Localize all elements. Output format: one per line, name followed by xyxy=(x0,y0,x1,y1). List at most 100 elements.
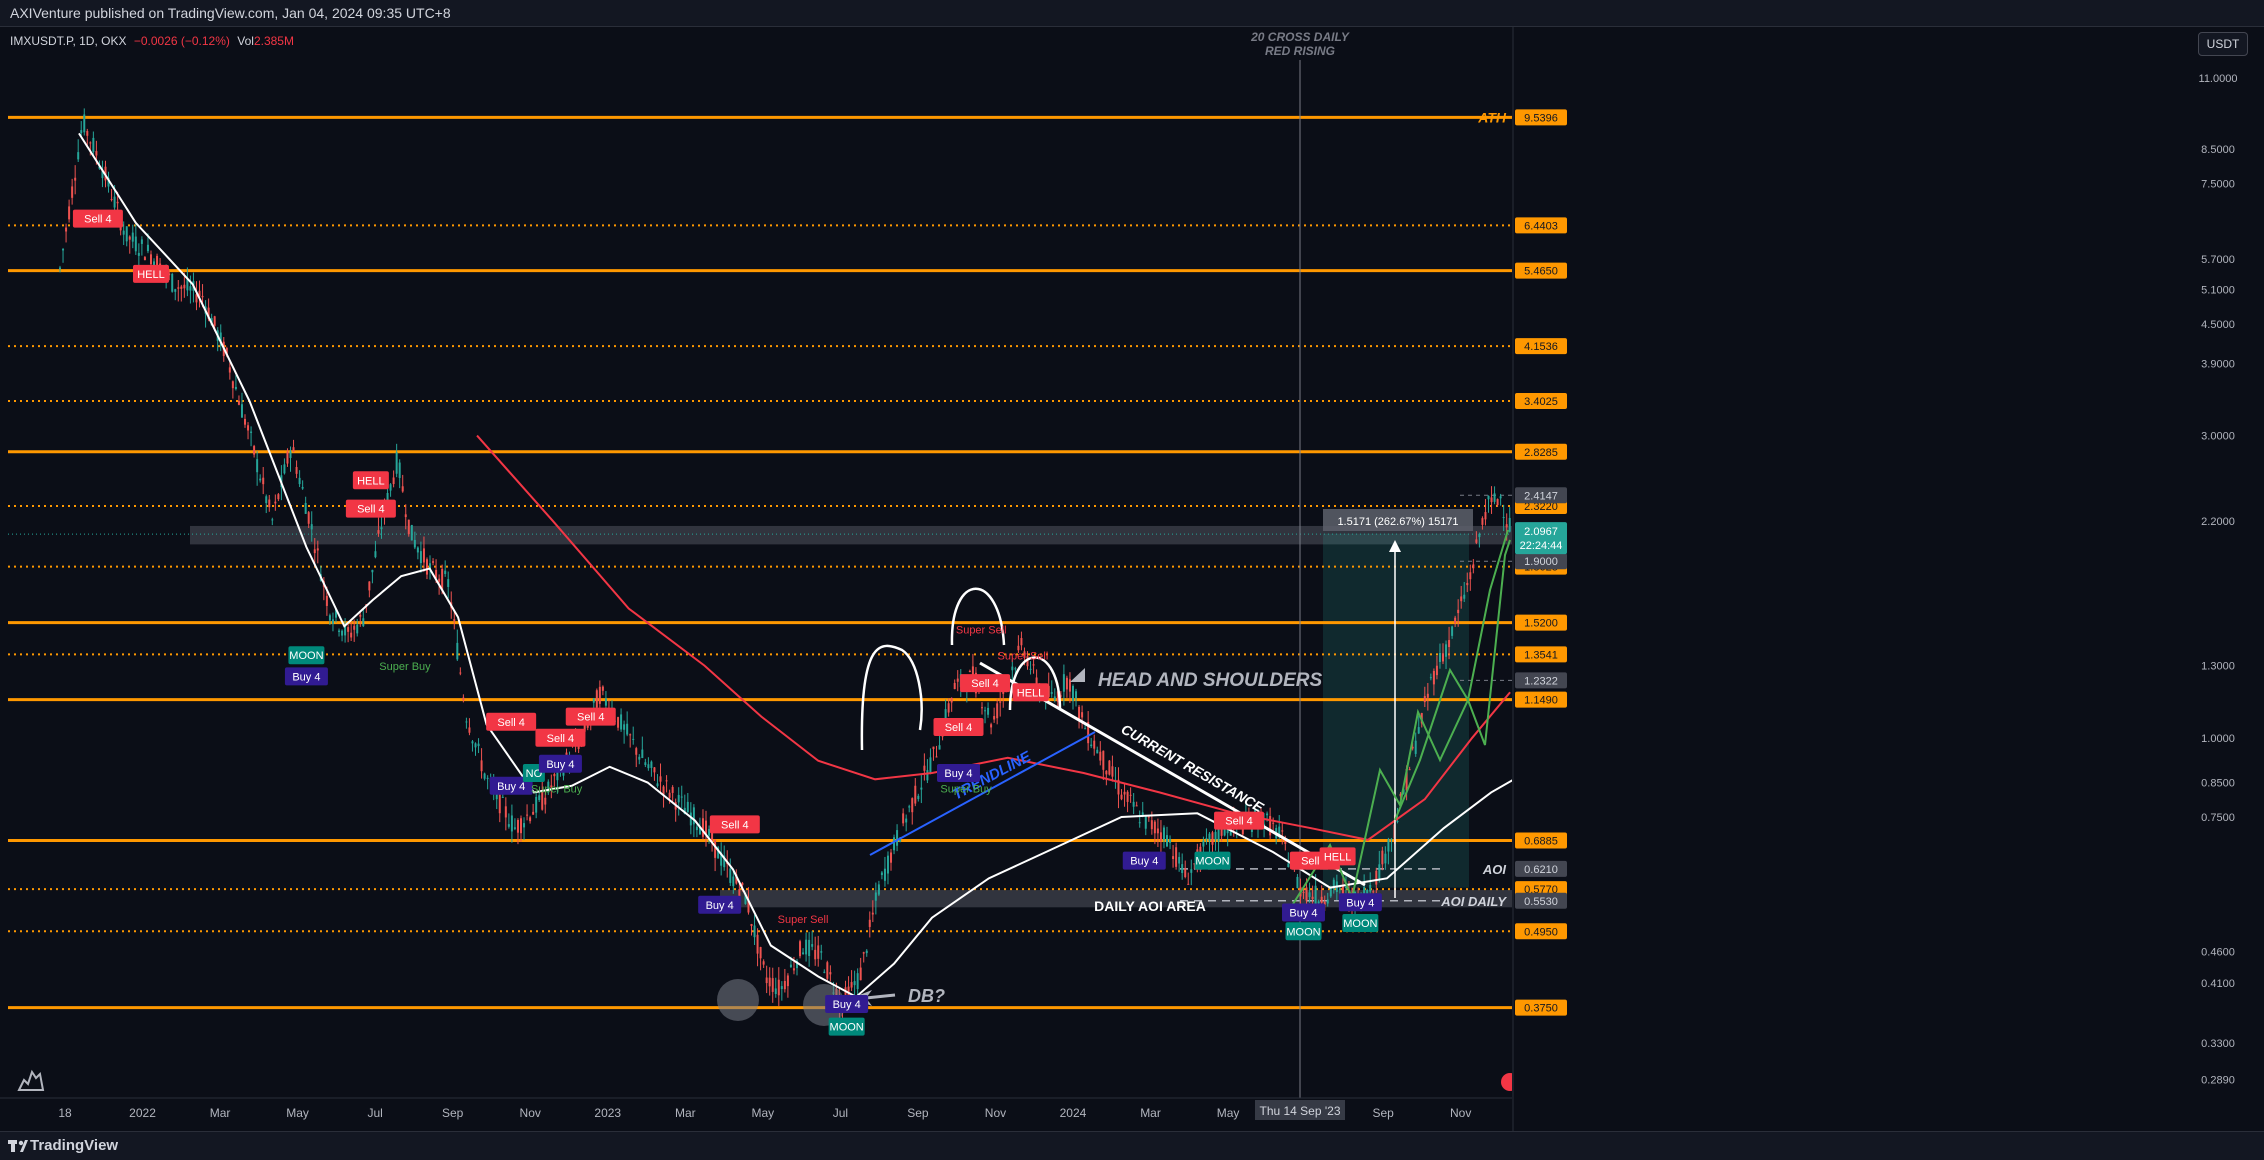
candle-body xyxy=(1493,493,1496,502)
candle-body xyxy=(1381,850,1384,865)
price-tick-label: 0.3300 xyxy=(2201,1038,2235,1050)
level-price-tag: 3.4025 xyxy=(1524,396,1558,408)
level-note: ATH xyxy=(1477,109,1507,125)
candle-body xyxy=(829,972,832,975)
time-tick-label: May xyxy=(752,1106,775,1120)
candle-body xyxy=(95,151,98,156)
signal-label: Sell 4 xyxy=(721,819,749,831)
volume-value: 2.385M xyxy=(253,34,294,48)
price-tick-label: 2.2000 xyxy=(2201,516,2235,528)
candle-body xyxy=(1451,626,1454,636)
gray-price-tag: 0.5530 xyxy=(1524,896,1558,908)
candle-body xyxy=(1241,828,1244,835)
candle-body xyxy=(74,177,77,181)
currency-label: USDT xyxy=(2206,37,2240,51)
candle-body xyxy=(149,254,152,265)
candle-body xyxy=(1026,656,1029,667)
candle-body xyxy=(1481,518,1484,525)
signal-badge xyxy=(1338,893,1382,912)
candle-body xyxy=(1341,884,1344,894)
candle-body xyxy=(823,971,826,973)
candle-body xyxy=(1344,887,1347,889)
candle-body xyxy=(932,746,935,750)
signal-badge xyxy=(284,667,328,686)
projection-path-left xyxy=(1282,539,1511,921)
candle-body xyxy=(1284,838,1287,844)
candle-body xyxy=(1056,691,1059,702)
price-tick-label: 7.5000 xyxy=(2201,179,2235,191)
candle-body xyxy=(389,484,392,491)
candle-body xyxy=(292,447,295,452)
symbol-info: IMXUSDT.P, 1D, OKX xyxy=(10,34,127,48)
candle-body xyxy=(595,690,598,708)
candle-body xyxy=(98,166,101,169)
candle-body xyxy=(993,716,996,720)
currency-button[interactable]: USDT xyxy=(2198,32,2248,56)
candle-body xyxy=(277,494,280,500)
candle-body xyxy=(274,501,277,504)
signal-label: Buy 4 xyxy=(706,900,734,912)
candle-body xyxy=(471,741,474,744)
cross-note-line2: RED RISING xyxy=(1265,44,1335,58)
candle-body xyxy=(741,882,744,886)
candle-body xyxy=(316,548,319,551)
level-price-tag: 0.3750 xyxy=(1524,1003,1558,1015)
candle-body xyxy=(708,828,711,836)
time-axis[interactable]: 18 2022 Mar May Jul Sep Nov 2023 Mar May Jul Sep Nov… xyxy=(0,1097,1512,1131)
trendline xyxy=(869,731,1096,856)
candle-body xyxy=(1423,696,1426,703)
candle-body xyxy=(1208,833,1211,842)
level-price-tag: 1.3541 xyxy=(1524,649,1558,661)
level-price-tag-bg xyxy=(1515,392,1567,409)
signal-label: Buy 4 xyxy=(546,759,574,771)
level-price-tag: 2.8285 xyxy=(1524,447,1558,459)
level-price-tag-bg xyxy=(1515,691,1567,708)
candle-body xyxy=(168,273,171,276)
candle-body xyxy=(1432,670,1435,685)
candle-body xyxy=(380,527,383,530)
candle-body xyxy=(1068,679,1071,692)
candle-body xyxy=(368,581,371,591)
time-tick-label: 2024 xyxy=(1060,1106,1087,1120)
candle-body xyxy=(1466,582,1469,586)
candle-body xyxy=(432,561,435,563)
candle-body xyxy=(289,451,292,459)
candle-body xyxy=(890,852,893,863)
candle-body xyxy=(1156,828,1159,834)
candle-body xyxy=(717,847,720,859)
candle-body xyxy=(692,807,695,825)
candle-body xyxy=(1429,677,1432,679)
candle-body xyxy=(1172,856,1175,860)
gray-price-tag: 1.2322 xyxy=(1524,675,1558,687)
candle-body xyxy=(140,239,143,244)
candle-body xyxy=(228,367,231,373)
candle-body xyxy=(911,798,914,813)
candle-body xyxy=(125,226,128,242)
candle-body xyxy=(334,608,337,618)
candle-body xyxy=(1017,645,1020,651)
aoi-note: AOI DAILY xyxy=(1440,894,1507,909)
candle-body xyxy=(1093,740,1096,749)
date-highlight-label: Thu 14 Sep '23 xyxy=(1259,1104,1340,1118)
candle-body xyxy=(1138,822,1141,824)
candle-body xyxy=(1181,864,1184,873)
price-change: −0.0026 (−0.12%) xyxy=(133,34,230,48)
candle-body xyxy=(656,783,659,787)
price-axis[interactable]: 12.500011.00008.50007.50005.70005.10004.… xyxy=(1512,26,2264,1131)
candle-body xyxy=(908,806,911,808)
candle-body xyxy=(1366,889,1369,895)
candle-body xyxy=(1332,879,1335,890)
candle-body xyxy=(65,227,68,232)
candle-body xyxy=(225,347,228,355)
signal-label: HELL xyxy=(357,475,385,487)
candle-body xyxy=(535,796,538,813)
symbol-legend: IMXUSDT.P, 1D, OKX −0.0026 (−0.12%) Vol2… xyxy=(10,34,294,48)
candle-body xyxy=(553,773,556,777)
candle-body xyxy=(435,569,438,579)
candle-body xyxy=(583,720,586,732)
signal-label: Buy 4 xyxy=(1130,856,1158,868)
candle-body xyxy=(1147,816,1150,818)
candle-body xyxy=(883,868,886,881)
signal-label: Sell 4 xyxy=(547,733,575,745)
